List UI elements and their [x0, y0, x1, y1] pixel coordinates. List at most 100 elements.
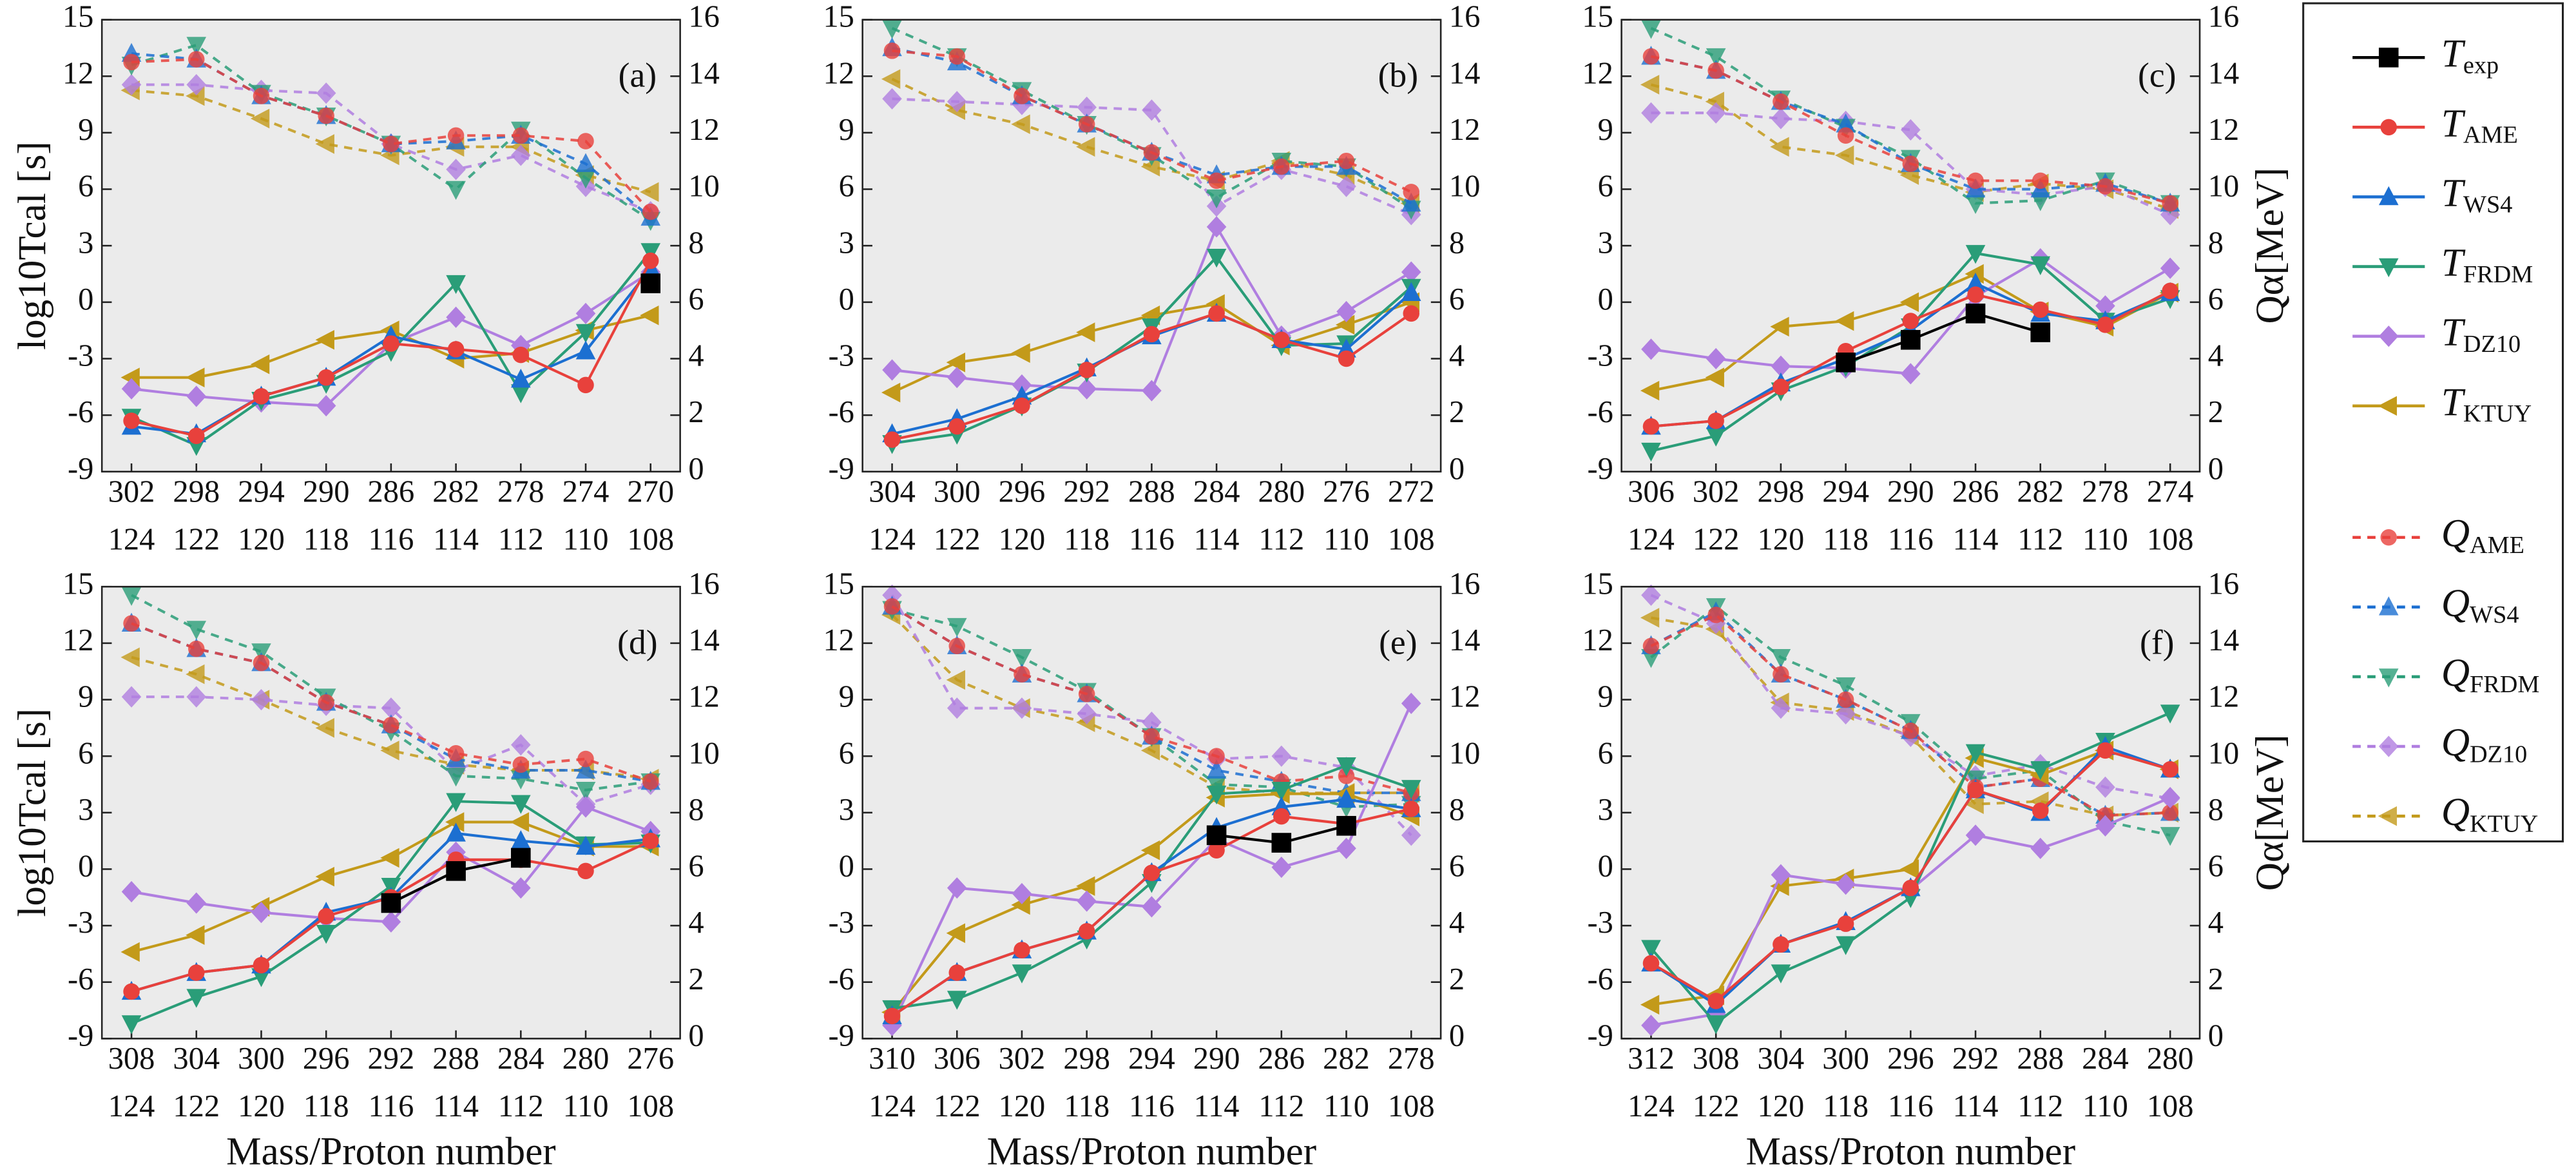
proton-number-label: 118 [1064, 522, 1110, 556]
x-tick-label: 306 [934, 1042, 981, 1076]
data-point [1771, 108, 1791, 130]
proton-number-label: 108 [1388, 1089, 1435, 1123]
proton-number-label: 124 [108, 522, 155, 556]
data-point [316, 82, 336, 104]
data-point [1965, 794, 1984, 814]
x-tick-label: 280 [562, 1042, 610, 1076]
plot-frame [1620, 585, 2201, 1040]
data-point [2162, 282, 2178, 300]
data-point [883, 43, 901, 59]
data-point [1771, 964, 1791, 984]
data-point [318, 369, 334, 386]
data-point [120, 647, 140, 668]
y-tick-label: -3 [68, 906, 93, 940]
legend-box [2302, 2, 2564, 842]
data-point [511, 795, 531, 814]
x-tick-label: 292 [1063, 475, 1110, 509]
data-point [1078, 115, 1095, 133]
y2-tick-label: 4 [2208, 906, 2224, 940]
data-point [446, 180, 466, 200]
legend-marker [2378, 668, 2399, 688]
legend-label: QFRDM [2441, 651, 2540, 698]
data-point [1335, 315, 1355, 335]
data-point [1401, 192, 1421, 212]
data-point [1965, 824, 1986, 846]
x-tick-label: 280 [2147, 1042, 2194, 1076]
proton-number-label: 118 [1064, 1089, 1110, 1123]
data-point [1142, 711, 1162, 733]
q-line [891, 77, 1412, 205]
data-point [1140, 741, 1160, 761]
y-tick-label: 9 [839, 680, 854, 714]
legend-label: QAME [2441, 512, 2524, 559]
legend-marker [2378, 325, 2399, 347]
data-point [1836, 677, 1856, 697]
y2-tick-label: 14 [2208, 56, 2239, 90]
q-line [131, 695, 651, 806]
data-point [1271, 781, 1292, 801]
y-tick-label: -9 [68, 452, 93, 486]
data-point [1011, 343, 1030, 363]
data-point [1642, 955, 1660, 972]
x-tick-label: 290 [303, 475, 350, 509]
data-point [1706, 427, 1726, 447]
data-point [642, 773, 659, 790]
proton-number-label: 110 [563, 1089, 609, 1123]
data-point [510, 812, 530, 832]
data-point [1012, 649, 1032, 668]
proton-number-label: 122 [934, 1089, 981, 1123]
data-point [1014, 666, 1030, 683]
q-line [1650, 605, 2171, 837]
data-point [447, 745, 465, 762]
x-tick-label: 274 [2147, 475, 2194, 509]
data-point [575, 781, 596, 801]
data-point [1076, 137, 1095, 157]
data-point [1273, 158, 1290, 175]
data-point [1336, 788, 1356, 808]
x-tick-label: 280 [1258, 475, 1305, 509]
q-line [892, 97, 1412, 216]
data-point [1078, 686, 1095, 703]
data-point [316, 394, 336, 417]
y-tick-label: -3 [1587, 339, 1613, 373]
data-point [2160, 257, 2180, 279]
data-point [1705, 367, 1724, 387]
data-point [1707, 607, 1724, 623]
data-point [1641, 442, 1661, 462]
data-point [2097, 316, 2114, 333]
data-point [946, 923, 965, 944]
data-point [1773, 93, 1789, 110]
data-point [445, 812, 465, 832]
plot-area [1621, 19, 2200, 472]
data-point [1901, 363, 1921, 385]
proton-number-label: 112 [498, 1089, 544, 1123]
x-tick-label: 278 [1388, 1042, 1435, 1076]
data-point [1835, 145, 1854, 166]
legend-marker [2378, 186, 2399, 206]
data-point [380, 848, 399, 868]
data-point [121, 587, 142, 606]
data-point [1965, 304, 1986, 324]
data-point [2097, 742, 2114, 759]
proton-number-label: 124 [869, 1089, 916, 1123]
y2-tick-label: 12 [2208, 680, 2239, 714]
data-point [2160, 786, 2180, 809]
x-tick-label: 308 [1693, 1042, 1740, 1076]
plot-frame [101, 585, 681, 1040]
data-point [1902, 313, 1919, 329]
data-point [121, 880, 142, 903]
data-point [1899, 292, 1919, 313]
proton-number-label: 108 [2147, 522, 2194, 556]
data-point [1401, 282, 1421, 301]
data-point [1012, 882, 1032, 904]
data-point [186, 925, 205, 945]
y-tick-label: 15 [1582, 567, 1613, 601]
data-point [1965, 264, 1984, 284]
data-point [575, 759, 596, 779]
y-tick-label: 6 [78, 736, 93, 770]
data-point [1771, 649, 1791, 668]
x-tick-label: 284 [2082, 1042, 2129, 1076]
data-point [1967, 781, 1984, 799]
data-point [1902, 879, 1919, 897]
